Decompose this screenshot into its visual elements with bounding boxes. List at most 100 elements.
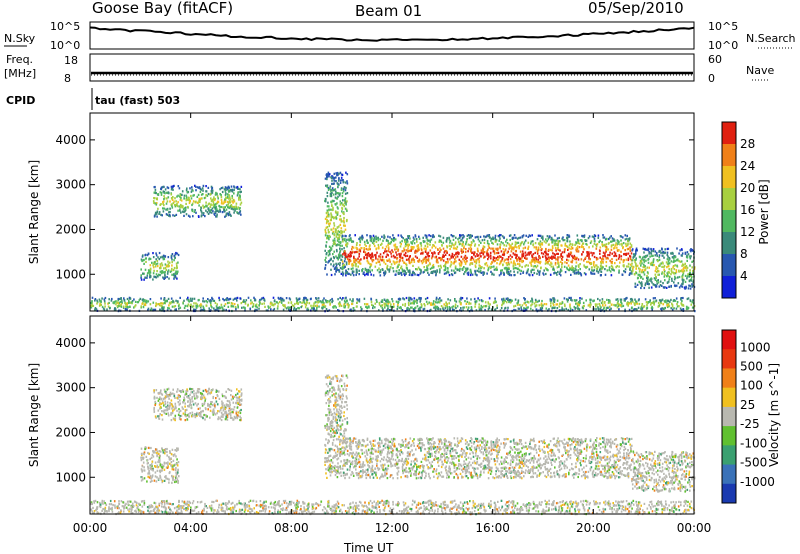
heatmap-cell (622, 246, 624, 249)
heatmap-cell (316, 304, 318, 307)
heatmap-cell (406, 268, 408, 271)
heatmap-cell (350, 255, 352, 258)
heatmap-cell (400, 265, 403, 268)
heatmap-cell (531, 258, 534, 261)
heatmap-cell (410, 258, 413, 261)
heatmap-cell (625, 252, 628, 255)
heatmap-cell (376, 269, 379, 272)
heatmap-cell (174, 197, 176, 200)
heatmap-cell (316, 307, 318, 310)
heatmap-cell (621, 242, 623, 245)
heatmap-cell (377, 239, 380, 242)
colorbar-tick-label: 24 (740, 159, 755, 173)
heatmap-cell (99, 300, 101, 303)
heatmap-cell (681, 270, 684, 273)
heatmap-cell (211, 296, 213, 299)
heatmap-cell (325, 245, 327, 248)
heatmap-cell (442, 236, 445, 239)
heatmap-cell (589, 301, 592, 304)
heatmap-cell (357, 299, 359, 302)
heatmap-cell (158, 273, 160, 276)
heatmap-cell (660, 302, 663, 305)
heatmap-cell (406, 309, 408, 312)
heatmap-cell (183, 299, 185, 302)
heatmap-cell (170, 188, 173, 191)
heatmap-cell (334, 216, 336, 219)
heatmap-cell (355, 246, 357, 249)
heatmap-cell (338, 183, 340, 186)
heatmap-cell (579, 297, 581, 300)
heatmap-cell (444, 307, 447, 310)
heatmap-cell (637, 306, 640, 309)
heatmap-cell (225, 204, 228, 207)
heatmap-cell (116, 301, 118, 304)
heatmap-cell (370, 301, 373, 304)
heatmap-cell (438, 268, 441, 271)
heatmap-cell (526, 306, 528, 309)
heatmap-cell (394, 238, 397, 241)
heatmap-cell (145, 299, 148, 302)
heatmap-cell (475, 259, 477, 262)
heatmap-cell (330, 176, 332, 179)
heatmap-cell (140, 468, 143, 471)
heatmap-cell (407, 249, 410, 253)
heatmap-cell (664, 248, 666, 251)
heatmap-cell (674, 256, 677, 259)
heatmap-cell (578, 242, 581, 245)
heatmap-cell (176, 205, 179, 208)
heatmap-cell (445, 249, 447, 253)
heatmap-cell (355, 268, 358, 271)
heatmap-cell (239, 191, 241, 194)
heatmap-cell (162, 210, 165, 213)
heatmap-cell (361, 307, 363, 311)
heatmap-cell (336, 231, 338, 234)
heatmap-cell (294, 302, 296, 306)
heatmap-cell (546, 235, 549, 238)
heatmap-cell (540, 236, 543, 239)
heatmap-cell (238, 198, 240, 201)
heatmap-cell (478, 308, 481, 311)
heatmap-cell (525, 308, 528, 311)
heatmap-cell (466, 297, 468, 300)
heatmap-cell (551, 246, 554, 249)
heatmap-cell (511, 255, 513, 259)
heatmap-cell (394, 256, 397, 259)
heatmap-cell (457, 238, 459, 241)
heatmap-cell (184, 207, 186, 210)
heatmap-cell (557, 246, 559, 249)
heatmap-cell (435, 272, 437, 275)
heatmap-cell (405, 296, 408, 300)
heatmap-cell (129, 297, 131, 300)
heatmap-cell (531, 254, 533, 257)
heatmap-cell (527, 247, 529, 250)
heatmap-cell (614, 246, 616, 249)
heatmap-cell (694, 310, 696, 313)
heatmap-cell (613, 269, 615, 272)
heatmap-cell (200, 197, 202, 200)
heatmap-cell (639, 274, 641, 277)
heatmap-cell (510, 261, 512, 264)
heatmap-cell (344, 197, 347, 200)
heatmap-cell (481, 266, 483, 269)
heatmap-cell (428, 234, 430, 237)
heatmap-cell (459, 301, 462, 304)
heatmap-cell (338, 270, 341, 273)
heatmap-cell (441, 258, 443, 261)
heatmap-cell (326, 214, 329, 217)
heatmap-cell (485, 235, 488, 238)
heatmap-cell (259, 302, 261, 305)
heatmap-cell (563, 251, 566, 254)
heatmap-cell (343, 221, 345, 224)
heatmap-cell (365, 270, 368, 273)
heatmap-cell (680, 260, 683, 263)
heatmap-cell (682, 274, 684, 277)
heatmap-cell (483, 305, 485, 308)
heatmap-cell (210, 211, 213, 214)
heatmap-cell (379, 238, 381, 241)
heatmap-cell (228, 301, 230, 304)
heatmap-cell (149, 257, 152, 261)
heatmap-cell (513, 261, 515, 264)
heatmap-cell (543, 303, 546, 306)
heatmap-cell (595, 264, 598, 267)
heatmap-cell (690, 248, 692, 251)
